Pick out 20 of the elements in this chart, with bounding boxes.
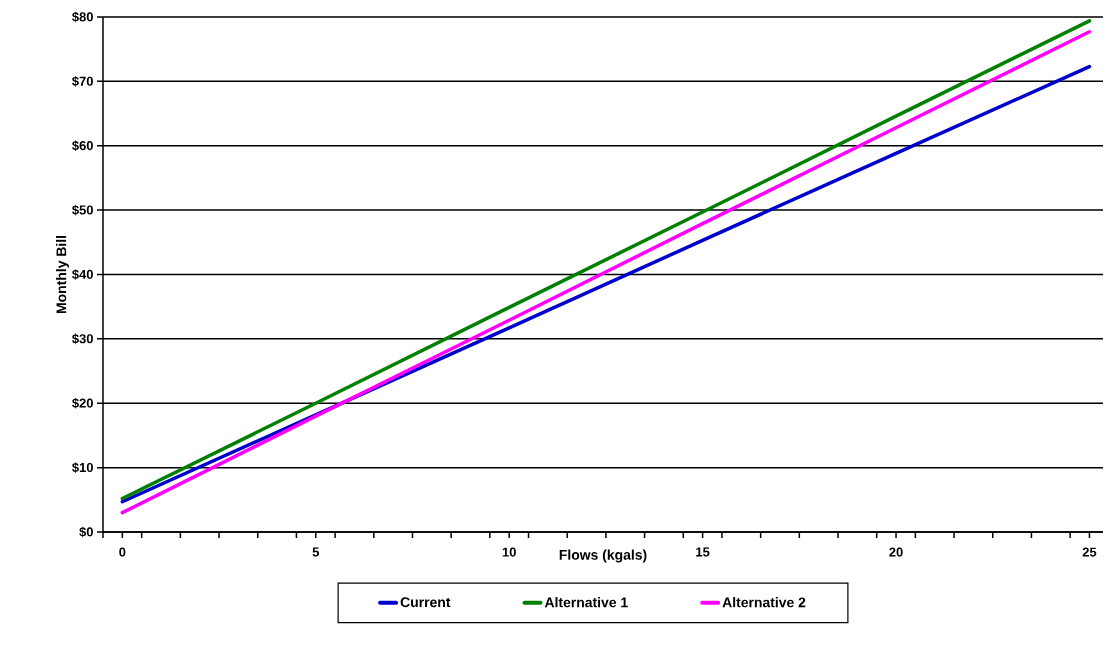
x-tick-label: 5 [312,547,320,557]
y-tick-label: $10 [72,462,93,473]
x-tick-label: 25 [1082,547,1097,557]
legend-label: Alternative 2 [722,597,806,608]
y-tick-label: $0 [79,526,93,538]
x-tick-label: 0 [119,547,126,557]
legend-label: Alternative 1 [544,597,628,608]
x-tick-label: 15 [696,547,710,557]
y-tick-label: $30 [72,333,93,345]
y-tick-label: $80 [72,11,93,23]
y-axis-title: Monthly Bill [56,235,70,314]
y-tick-label: $50 [72,204,93,216]
legend-label: Current [400,597,451,608]
y-tick-label: $60 [72,140,93,152]
x-axis-title: Flows (kgals) [559,549,647,563]
y-tick-label: $40 [72,269,93,280]
y-tick-label: $20 [72,397,93,409]
x-tick-label: 20 [889,547,903,557]
x-tick-label: 10 [502,547,516,557]
y-tick-label: $70 [72,76,93,87]
